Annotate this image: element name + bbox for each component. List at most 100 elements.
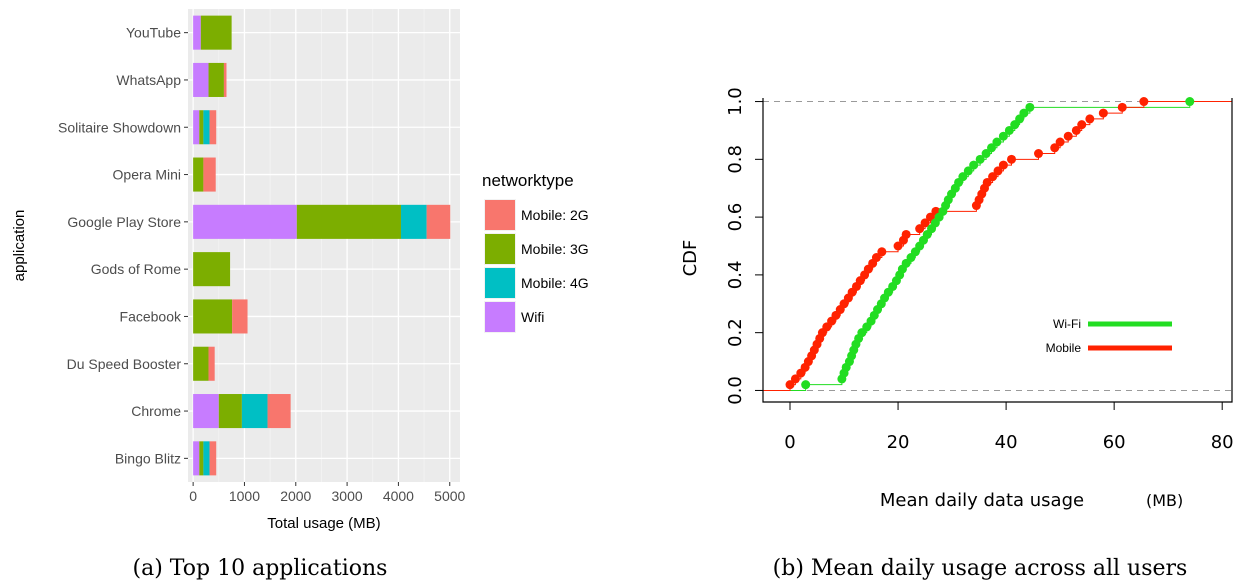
y-tick-label: YouTube	[126, 25, 181, 41]
bar-segment	[193, 394, 219, 429]
data-point	[981, 149, 991, 159]
chart-a-y-ticks: YouTube WhatsApp Solitaire Showdown Opera M…	[58, 25, 188, 466]
data-point	[988, 172, 998, 182]
bar-segment	[426, 204, 451, 239]
x-tick-label: 60	[1103, 432, 1126, 453]
x-tick-label: 5000	[434, 488, 465, 504]
y-tick-label: Facebook	[120, 308, 182, 324]
chart-a-x-axis-title: Total usage (MB)	[267, 515, 380, 532]
chart-b-x-axis-unit: (MB)	[1146, 491, 1183, 510]
y-tick-label: 0.6	[725, 203, 746, 232]
data-point	[1139, 97, 1149, 107]
bar-segment	[199, 110, 204, 145]
data-point	[1077, 120, 1087, 130]
y-tick-label: Chrome	[131, 403, 181, 419]
legend-swatch	[485, 268, 515, 298]
bar-segment	[193, 299, 233, 334]
legend-label: Mobile: 3G	[521, 241, 589, 257]
y-tick-label: 0.2	[725, 318, 746, 347]
chart-b-caption: (b) Mean daily usage across all users	[773, 556, 1188, 581]
y-tick-label: Gods of Rome	[91, 261, 181, 277]
chart-b-x-ticks: 0 20 40 60 80	[784, 402, 1233, 453]
data-point	[1117, 102, 1127, 112]
bar-segment	[193, 110, 200, 145]
chart-b-y-ticks: 0.0 0.2 0.4 0.6 0.8 1.0	[725, 87, 763, 405]
x-tick-label: 0	[189, 488, 197, 504]
bar-segment	[241, 394, 268, 429]
chart-a-x-ticks: 0 1000 2000 3000 4000 5000	[189, 482, 466, 504]
y-tick-label: Du Speed Booster	[67, 356, 182, 372]
legend-swatch	[485, 302, 515, 332]
bar-segment	[193, 15, 201, 50]
y-tick-label: 1.0	[725, 87, 746, 116]
bar-segment	[223, 62, 227, 97]
bar-segment	[203, 110, 210, 145]
data-point	[915, 224, 925, 234]
chart-a-legend-title: networktype	[482, 171, 574, 190]
bar-segment	[208, 62, 224, 97]
y-tick-label: Opera Mini	[113, 167, 181, 183]
chart-a-bars	[193, 15, 451, 476]
chart-b-x-axis-title: Mean daily data usage	[880, 490, 1084, 511]
data-point	[901, 229, 911, 239]
data-point	[958, 172, 968, 182]
chart-a-caption: (a) Top 10 applications	[133, 556, 388, 581]
bar-segment	[200, 15, 232, 50]
x-tick-label: 20	[887, 432, 910, 453]
bar-segment	[208, 346, 215, 381]
data-point	[877, 247, 887, 257]
data-point	[920, 218, 930, 228]
bar-segment	[203, 157, 216, 192]
data-point	[998, 160, 1008, 170]
bar-segment	[193, 157, 204, 192]
legend-label: Mobile: 4G	[521, 275, 589, 291]
y-tick-label: Bingo Blitz	[115, 450, 181, 466]
x-tick-label: 1000	[229, 488, 260, 504]
bar-segment	[209, 441, 217, 476]
data-point	[1055, 137, 1065, 147]
legend-label: Wi-Fi	[1053, 317, 1081, 331]
data-point	[1071, 125, 1081, 135]
data-point	[963, 166, 973, 176]
y-tick-label: WhatsApp	[116, 72, 181, 88]
x-tick-label: 80	[1211, 432, 1233, 453]
bar-segment	[193, 346, 209, 381]
data-point	[1063, 131, 1073, 141]
chart-a-top-applications: YouTube WhatsApp Solitaire Showdown Opera M…	[11, 9, 589, 581]
chart-b-points	[785, 97, 1195, 390]
x-tick-label: 2000	[280, 488, 311, 504]
chart-a-y-axis-title: application	[11, 210, 28, 282]
x-tick-label: 3000	[332, 488, 363, 504]
chart-b-legend: Wi-Fi Mobile	[1046, 317, 1172, 355]
bar-segment	[199, 441, 204, 476]
y-tick-label: 0.0	[725, 376, 746, 405]
bar-segment	[193, 204, 297, 239]
legend-label: Wifi	[521, 309, 544, 325]
chart-b-axes	[762, 98, 1233, 403]
data-point	[893, 241, 903, 251]
data-point	[1004, 125, 1014, 135]
data-point	[1185, 97, 1195, 107]
bar-segment	[296, 204, 401, 239]
bar-segment	[400, 204, 427, 239]
legend-label: Mobile: 2G	[521, 207, 589, 223]
chart-b-y-axis-title: CDF	[680, 240, 701, 277]
data-point	[871, 253, 881, 263]
bar-segment	[193, 441, 200, 476]
bar-segment	[209, 110, 217, 145]
y-tick-label: 0.8	[725, 145, 746, 174]
data-point	[982, 177, 992, 187]
data-point	[993, 166, 1003, 176]
data-point	[975, 154, 985, 164]
chart-b-cdf: 0 20 40 60 80 0.0 0.2 0.4 0.6 0.8 1.0 Mean daily …	[680, 87, 1233, 581]
y-tick-label: Google Play Store	[67, 214, 181, 230]
x-tick-label: 40	[995, 432, 1018, 453]
data-point	[1050, 143, 1060, 153]
x-tick-label: 4000	[383, 488, 414, 504]
bar-segment	[232, 299, 248, 334]
legend-swatch	[485, 234, 515, 264]
data-point	[1025, 102, 1035, 112]
data-point	[785, 380, 795, 390]
bar-segment	[193, 62, 209, 97]
data-point	[998, 131, 1008, 141]
